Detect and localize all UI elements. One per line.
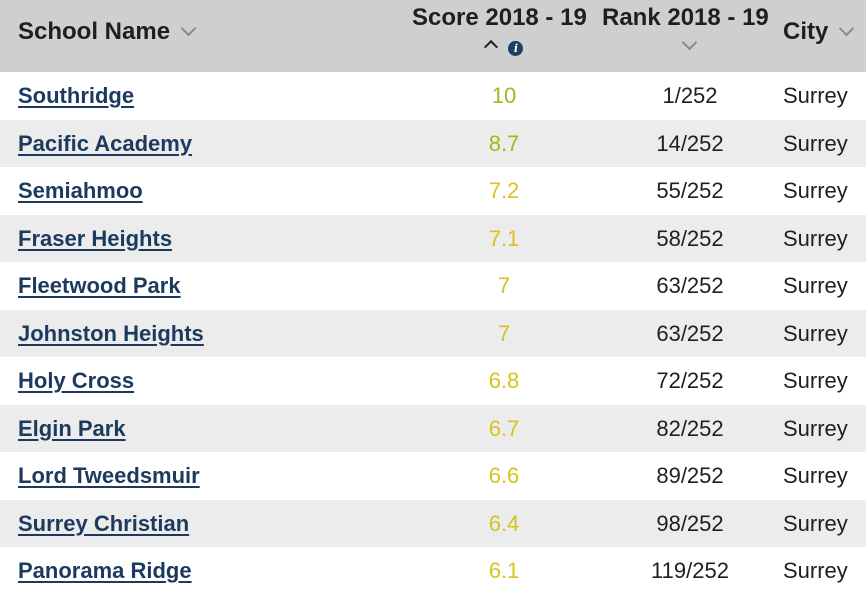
table-row: Fleetwood Park 7 63/252 Surrey <box>0 262 866 310</box>
score-value: 8.7 <box>488 130 520 156</box>
chevron-down-icon[interactable] <box>681 34 698 51</box>
school-name-link[interactable]: Holy Cross <box>18 368 135 393</box>
rank-value: 89/252 <box>656 463 724 488</box>
info-icon[interactable]: i <box>508 41 524 56</box>
score-value: 7.1 <box>488 225 520 251</box>
rank-value: 58/252 <box>656 225 724 251</box>
city-value: Surrey <box>783 463 848 488</box>
chevron-down-icon[interactable] <box>180 20 196 37</box>
rank-value: 98/252 <box>656 510 724 536</box>
city-value: Surrey <box>783 320 848 346</box>
table-row: Holy Cross 6.8 72/252 Surrey <box>0 357 866 405</box>
rank-value: 72/252 <box>656 368 724 393</box>
table-row: Southridge 10 1/252 Surrey <box>0 72 866 120</box>
score-value: 7.2 <box>488 178 520 203</box>
rank-value: 63/252 <box>656 273 724 298</box>
school-name-link[interactable]: Semiahmoo <box>18 178 143 203</box>
table-row: Surrey Christian 6.4 98/252 Surrey <box>0 499 866 547</box>
column-header-school-name[interactable]: School Name <box>18 18 196 46</box>
chevron-up-icon[interactable] <box>483 39 499 55</box>
table-row: Pacific Academy 8.7 14/252 Surrey <box>0 119 866 167</box>
score-value: 10 <box>491 83 517 108</box>
column-header-rank[interactable]: Rank 2018 - 19 <box>602 4 769 32</box>
rank-value: 14/252 <box>656 130 724 156</box>
table-row: Fraser Heights 7.1 58/252 Surrey <box>0 214 866 262</box>
column-header-city-label: City <box>783 18 829 45</box>
table-row: Elgin Park 6.7 82/252 Surrey <box>0 404 866 452</box>
score-value: 6.4 <box>488 510 520 536</box>
city-value: Surrey <box>783 273 848 298</box>
school-name-link[interactable]: Panorama Ridge <box>18 558 192 583</box>
school-name-link[interactable]: Fraser Heights <box>18 225 173 251</box>
score-value: 6.8 <box>488 368 520 393</box>
rank-value: 1/252 <box>662 83 718 108</box>
score-value: 7 <box>497 273 511 298</box>
rank-value: 55/252 <box>656 178 724 203</box>
score-value: 6.6 <box>488 463 520 488</box>
city-value: Surrey <box>783 83 848 108</box>
column-header-score-label: Score 2018 - 19 <box>412 4 587 31</box>
rank-sort-controls <box>681 34 698 56</box>
table-row: Semiahmoo 7.2 55/252 Surrey <box>0 167 866 215</box>
chevron-down-icon[interactable] <box>838 20 855 37</box>
school-name-link[interactable]: Elgin Park <box>18 415 126 441</box>
table-body: Southridge 10 1/252 Surrey Pacific Academy 8.… <box>0 72 866 589</box>
table-row: Panorama Ridge 6.1 119/252 Surrey <box>0 547 866 589</box>
table-row: Lord Tweedsmuir 6.6 89/252 Surrey <box>0 452 866 500</box>
table-header: School Name Score 2018 - 19 i Rank 2018 … <box>0 0 866 72</box>
score-value: 7 <box>497 320 511 346</box>
column-header-score[interactable]: Score 2018 - 19 <box>412 4 587 32</box>
score-value: 6.7 <box>488 415 520 441</box>
column-header-city[interactable]: City <box>783 18 855 46</box>
score-sort-controls: i <box>483 34 524 57</box>
column-header-rank-label: Rank 2018 - 19 <box>602 4 769 31</box>
school-name-link[interactable]: Southridge <box>18 83 135 108</box>
rank-value: 119/252 <box>651 558 729 583</box>
city-value: Surrey <box>783 225 848 251</box>
city-value: Surrey <box>783 368 848 393</box>
school-name-link[interactable]: Pacific Academy <box>18 130 193 156</box>
rank-value: 63/252 <box>656 320 724 346</box>
school-name-link[interactable]: Fleetwood Park <box>18 273 181 298</box>
table-row: Johnston Heights 7 63/252 Surrey <box>0 309 866 357</box>
school-name-link[interactable]: Lord Tweedsmuir <box>18 463 200 488</box>
school-name-link[interactable]: Surrey Christian <box>18 510 190 536</box>
city-value: Surrey <box>783 415 848 441</box>
city-value: Surrey <box>783 130 848 156</box>
city-value: Surrey <box>783 558 848 583</box>
rank-value: 82/252 <box>656 415 724 441</box>
city-value: Surrey <box>783 178 848 203</box>
city-value: Surrey <box>783 510 848 536</box>
score-value: 6.1 <box>488 558 520 583</box>
column-header-school-name-label: School Name <box>18 18 171 45</box>
school-name-link[interactable]: Johnston Heights <box>18 320 204 346</box>
